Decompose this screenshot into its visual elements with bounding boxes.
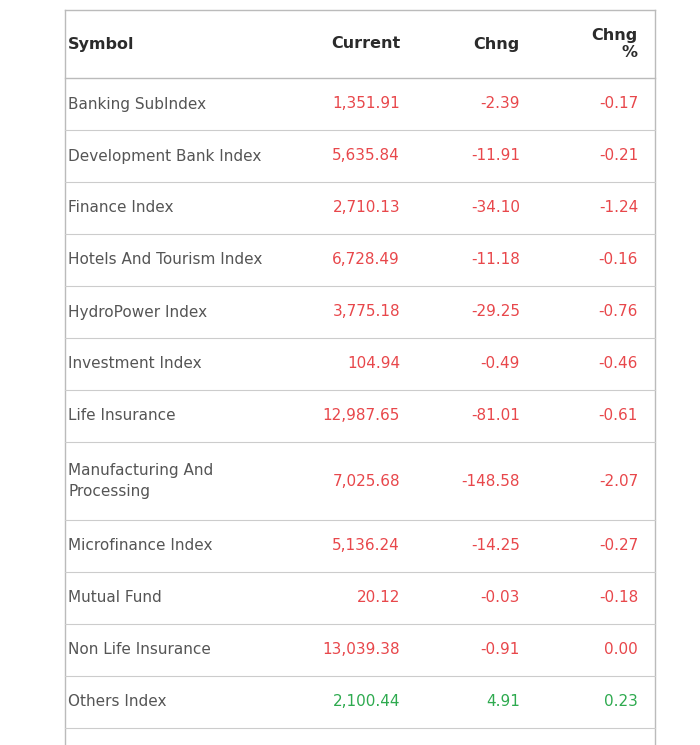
Text: 5,635.84: 5,635.84 — [332, 148, 400, 163]
Text: 7,025.68: 7,025.68 — [332, 474, 400, 489]
Text: Hotels And Tourism Index: Hotels And Tourism Index — [68, 253, 262, 267]
Text: -0.21: -0.21 — [598, 148, 638, 163]
Text: HydroPower Index: HydroPower Index — [68, 305, 207, 320]
Text: 3,775.18: 3,775.18 — [332, 305, 400, 320]
Text: 0.00: 0.00 — [604, 642, 638, 658]
Text: Chng
%: Chng % — [592, 28, 638, 60]
Text: Non Life Insurance: Non Life Insurance — [68, 642, 211, 658]
Text: -1.24: -1.24 — [598, 200, 638, 215]
Text: Banking SubIndex: Banking SubIndex — [68, 97, 206, 112]
Text: -34.10: -34.10 — [471, 200, 520, 215]
Text: Development Bank Index: Development Bank Index — [68, 148, 261, 163]
Text: -81.01: -81.01 — [471, 408, 520, 423]
Text: 2,100.44: 2,100.44 — [332, 694, 400, 709]
Text: Manufacturing And
Processing: Manufacturing And Processing — [68, 463, 214, 499]
Text: -2.07: -2.07 — [598, 474, 638, 489]
Text: Investment Index: Investment Index — [68, 357, 202, 372]
Text: 2,710.13: 2,710.13 — [332, 200, 400, 215]
Text: -14.25: -14.25 — [471, 539, 520, 554]
Text: Microfinance Index: Microfinance Index — [68, 539, 213, 554]
Text: -0.91: -0.91 — [481, 642, 520, 658]
Text: Others Index: Others Index — [68, 694, 167, 709]
Text: 1,351.91: 1,351.91 — [332, 97, 400, 112]
Text: 12,987.65: 12,987.65 — [323, 408, 400, 423]
Text: -0.18: -0.18 — [598, 591, 638, 606]
Text: -0.76: -0.76 — [598, 305, 638, 320]
Text: -0.17: -0.17 — [598, 97, 638, 112]
Text: 6,728.49: 6,728.49 — [332, 253, 400, 267]
Text: -11.18: -11.18 — [471, 253, 520, 267]
Text: Mutual Fund: Mutual Fund — [68, 591, 162, 606]
Text: -148.58: -148.58 — [461, 474, 520, 489]
Text: -0.27: -0.27 — [598, 539, 638, 554]
Text: -29.25: -29.25 — [471, 305, 520, 320]
Text: Symbol: Symbol — [68, 37, 134, 51]
Text: Life Insurance: Life Insurance — [68, 408, 176, 423]
Text: -11.91: -11.91 — [471, 148, 520, 163]
Text: -2.39: -2.39 — [480, 97, 520, 112]
Text: -0.46: -0.46 — [598, 357, 638, 372]
Text: 4.91: 4.91 — [486, 694, 520, 709]
Text: -0.16: -0.16 — [598, 253, 638, 267]
Text: 5,136.24: 5,136.24 — [332, 539, 400, 554]
Text: 104.94: 104.94 — [347, 357, 400, 372]
Text: 20.12: 20.12 — [356, 591, 400, 606]
Text: -0.61: -0.61 — [598, 408, 638, 423]
Text: Finance Index: Finance Index — [68, 200, 174, 215]
Text: -0.49: -0.49 — [481, 357, 520, 372]
Text: 0.23: 0.23 — [604, 694, 638, 709]
Text: Chng: Chng — [474, 37, 520, 51]
Text: 13,039.38: 13,039.38 — [323, 642, 400, 658]
Text: Current: Current — [330, 37, 400, 51]
Text: -0.03: -0.03 — [481, 591, 520, 606]
